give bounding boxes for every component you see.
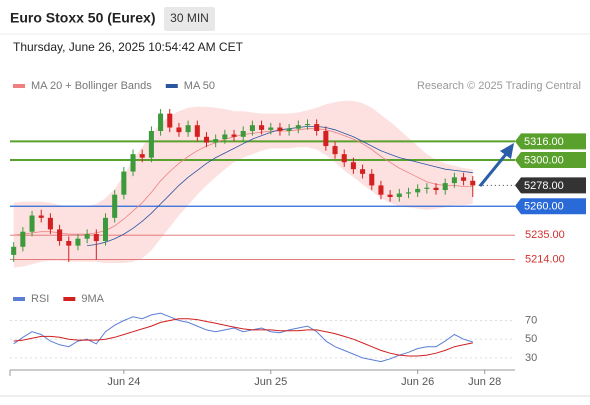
indicator-line bbox=[13, 318, 473, 357]
indicator-line bbox=[13, 312, 473, 363]
x-tick-label: Jun 28 bbox=[468, 376, 501, 388]
candle-body bbox=[20, 231, 26, 247]
candle-body bbox=[231, 134, 237, 137]
x-tick-label: Jun 24 bbox=[107, 376, 140, 388]
candle-body bbox=[461, 177, 467, 181]
candle-body bbox=[130, 154, 136, 172]
candle-body bbox=[470, 180, 476, 186]
candle-body bbox=[341, 154, 347, 163]
candle-body bbox=[314, 124, 320, 131]
level-label-box bbox=[515, 198, 586, 215]
credit: Research © 2025 Trading Central bbox=[417, 80, 581, 92]
x-tick-label: Jun 25 bbox=[254, 376, 287, 388]
level-label-box bbox=[515, 133, 586, 150]
candle-body bbox=[222, 134, 228, 140]
level-label: 5316.00 bbox=[524, 136, 564, 148]
legend-label: MA 50 bbox=[184, 80, 215, 92]
candle-body bbox=[405, 192, 412, 194]
candle-body bbox=[47, 217, 53, 230]
candle-body bbox=[11, 246, 17, 255]
candle-body bbox=[451, 177, 457, 184]
candle-body bbox=[415, 188, 421, 193]
arrow bbox=[478, 152, 509, 187]
timeframe-button[interactable] bbox=[164, 7, 215, 31]
legend-swatch bbox=[165, 84, 178, 88]
candle-body bbox=[378, 185, 384, 195]
candle-body bbox=[396, 193, 402, 197]
candle-body bbox=[75, 238, 81, 246]
y-tick-label: 70 bbox=[525, 314, 537, 326]
candle-body bbox=[102, 217, 109, 241]
candle-body bbox=[424, 187, 430, 189]
candle-body bbox=[203, 136, 210, 143]
candle-body bbox=[121, 171, 127, 195]
candle-body bbox=[304, 124, 311, 126]
level-label: 5260.00 bbox=[524, 201, 564, 213]
legend-label: 9MA bbox=[81, 293, 104, 305]
candle-body bbox=[387, 194, 393, 197]
timeframe[interactable]: 30 MIN bbox=[170, 11, 209, 25]
candle-body bbox=[148, 131, 154, 158]
candle-body bbox=[158, 113, 164, 131]
title: Euro Stoxx 50 (Eurex) bbox=[10, 10, 156, 26]
bollinger-band bbox=[13, 100, 473, 268]
candle-body bbox=[277, 127, 283, 131]
y-tick-label: 30 bbox=[525, 352, 537, 364]
arrow-head bbox=[500, 143, 514, 159]
datetime: Thursday, June 26, 2025 10:54:42 AM CET bbox=[13, 40, 244, 54]
level-label: 5300.00 bbox=[524, 154, 564, 166]
legend-swatch bbox=[63, 297, 76, 301]
legend-label: RSI bbox=[31, 293, 49, 305]
candle-body bbox=[213, 139, 219, 143]
candle-body bbox=[84, 234, 90, 239]
candle-body bbox=[268, 127, 274, 130]
y-tick-label: 50 bbox=[525, 333, 537, 345]
candle-body bbox=[350, 162, 356, 170]
candle-body bbox=[93, 234, 99, 241]
candle-body bbox=[176, 127, 182, 133]
level-label: 5278.00 bbox=[524, 180, 564, 192]
x-tick-label: Jun 26 bbox=[401, 376, 434, 388]
level-label: 5235.00 bbox=[525, 229, 565, 241]
candle-body bbox=[240, 131, 246, 137]
candle-body bbox=[249, 125, 255, 131]
candle-body bbox=[259, 125, 265, 130]
candle-body bbox=[112, 194, 118, 218]
candle-body bbox=[360, 169, 366, 174]
candle-body bbox=[167, 113, 173, 128]
candle-body bbox=[29, 215, 35, 232]
candle-body bbox=[433, 187, 439, 191]
candle-body bbox=[332, 146, 338, 155]
candle-body bbox=[185, 125, 191, 133]
legend-swatch bbox=[13, 84, 25, 88]
candle-body bbox=[442, 183, 448, 191]
candle-body bbox=[66, 241, 72, 246]
level-label-box bbox=[515, 151, 586, 168]
legend-swatch bbox=[13, 297, 25, 301]
legend-label: MA 20 + Bollinger Bands bbox=[31, 80, 152, 92]
level-label: 5214.00 bbox=[525, 253, 565, 265]
candle-body bbox=[38, 215, 44, 218]
candle-body bbox=[295, 125, 301, 129]
candle-body bbox=[57, 229, 63, 241]
candle-body bbox=[194, 125, 200, 137]
candle-body bbox=[323, 131, 329, 147]
level-label-box bbox=[515, 177, 586, 194]
candle-body bbox=[369, 173, 375, 186]
candle-body bbox=[139, 154, 145, 158]
candle-body bbox=[286, 128, 292, 131]
